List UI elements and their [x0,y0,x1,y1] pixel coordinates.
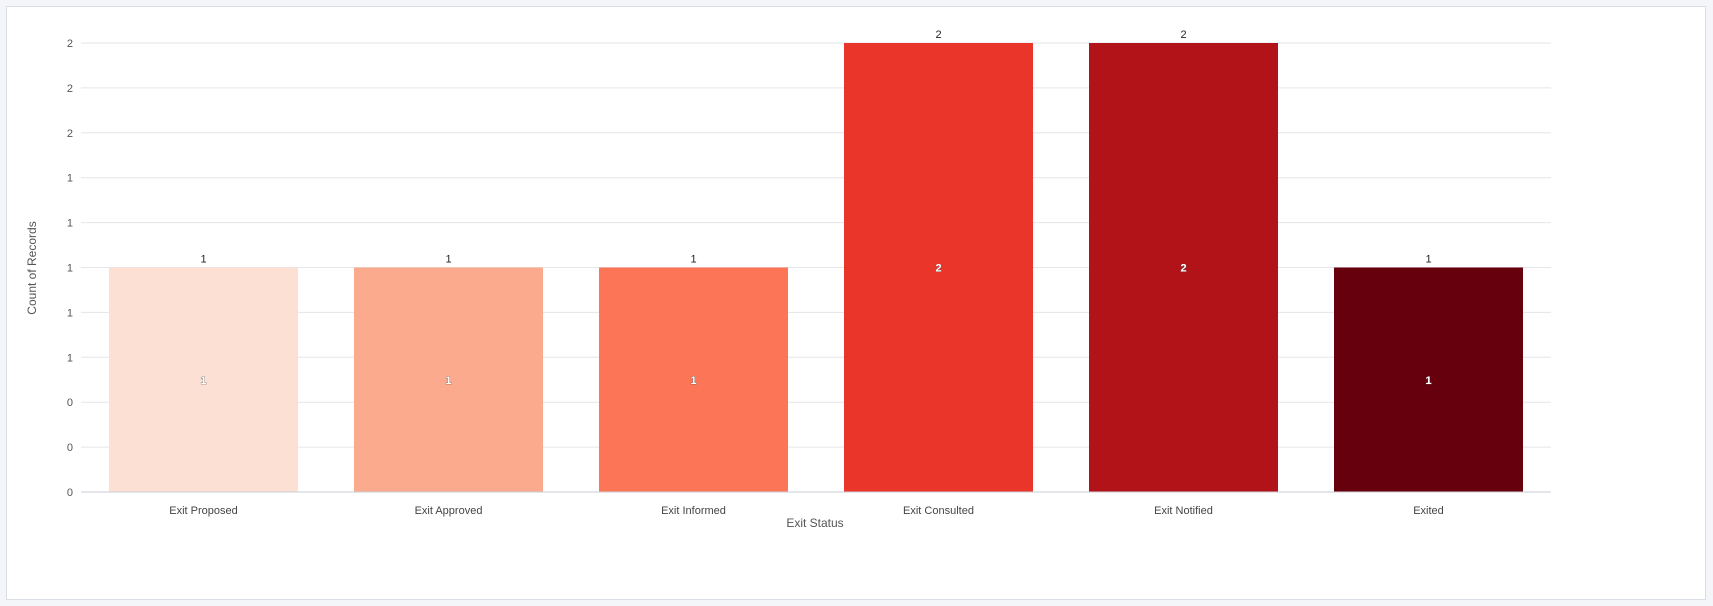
y-tick-label: 1 [67,263,73,275]
x-tick-label: Exit Approved [415,505,483,517]
bar [599,267,788,492]
gridlines [81,42,1551,448]
bar-inner-label: 1 [1425,375,1431,387]
bar-value-label: 1 [200,254,206,266]
x-tick-label: Exit Informed [661,505,726,517]
x-tick-label: Exit Proposed [169,505,237,517]
y-tick-label: 0 [67,487,73,499]
y-tick-label: 2 [67,38,73,50]
bar-value-label: 1 [445,254,451,266]
bar-value-label: 1 [690,254,696,266]
y-tick-label: 1 [67,218,73,230]
y-tick-label: 0 [67,442,73,454]
bars: 1 1 1 1 1 1 2 2 2 2 1 1 [109,29,1523,492]
y-axis: 0 0 0 1 1 1 1 1 2 2 2 [67,38,73,499]
bar-inner-label: 1 [445,375,451,387]
y-tick-label: 1 [67,352,73,364]
bar-inner-label: 1 [690,375,696,387]
bar [1334,267,1523,492]
bar-value-label: 1 [1425,254,1431,266]
x-tick-label: Exit Consulted [903,505,974,517]
y-tick-label: 1 [67,307,73,319]
x-tick-label: Exited [1413,505,1444,517]
x-tick-label: Exit Notified [1154,505,1213,517]
x-axis: Exit Proposed Exit Approved Exit Informed E… [81,491,1551,517]
bar-value-label: 2 [1180,29,1186,41]
y-tick-label: 2 [67,83,73,95]
bar-value-label: 2 [935,29,941,41]
bar-inner-label: 1 [200,375,206,387]
bar-inner-label: 2 [1180,263,1186,275]
y-tick-label: 0 [67,397,73,409]
bar [354,267,543,492]
bar-inner-label: 2 [935,263,941,275]
bar [109,267,298,492]
y-tick-label: 2 [67,128,73,140]
y-tick-label: 1 [67,173,73,185]
bar [844,43,1033,492]
x-axis-title: Exit Status [786,516,843,530]
y-axis-title: Count of Records [25,221,39,314]
bar [1089,43,1278,492]
